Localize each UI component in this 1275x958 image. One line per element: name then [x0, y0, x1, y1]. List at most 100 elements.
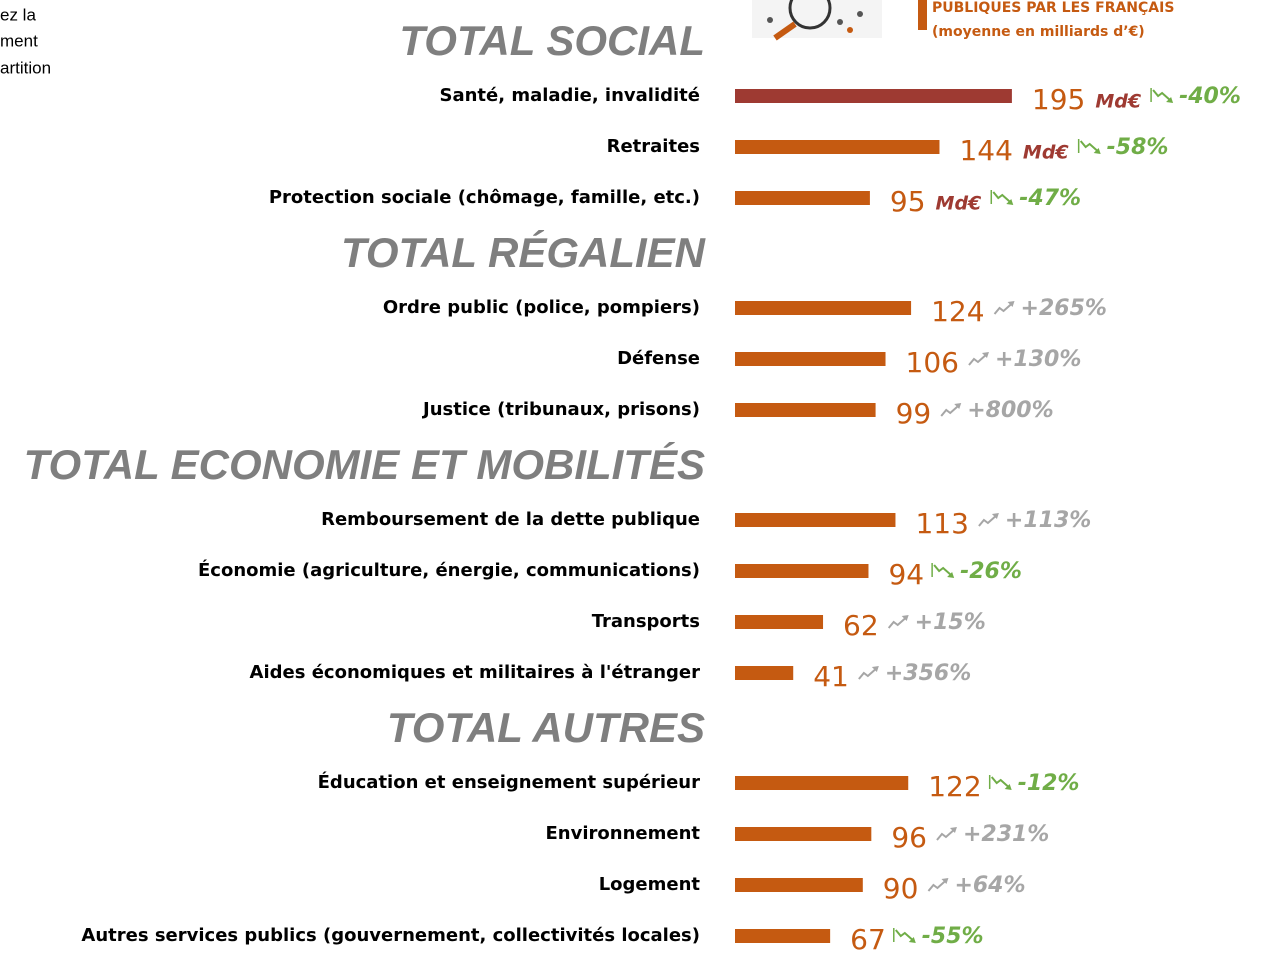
row-label: Retraites: [607, 136, 700, 157]
value-label: 99: [896, 397, 932, 430]
trend-up-icon: [993, 301, 1015, 315]
trend-up-icon: [978, 513, 999, 527]
row-label: Éducation et enseignement supérieur: [318, 771, 700, 793]
trend-line: [1152, 89, 1172, 102]
value-label: 124: [931, 295, 984, 328]
change-label: -40%: [1179, 84, 1241, 109]
legend-swatch: [918, 0, 927, 30]
trend-head: [1007, 301, 1015, 307]
row-label: Justice (tribunaux, prisons): [421, 399, 700, 420]
change-label: +800%: [967, 398, 1053, 423]
legend-text: (moyenne en milliards d’€): [932, 24, 1145, 40]
bar: [735, 301, 912, 315]
trend-line: [992, 191, 1012, 204]
trend-up-icon: [940, 403, 962, 417]
trend-up-icon: [927, 878, 949, 892]
trend-head: [908, 937, 916, 943]
trend-line: [978, 514, 998, 527]
trend-down-icon: [988, 775, 1012, 790]
row-label: Autres services publics (gouvernement, c…: [81, 925, 700, 946]
crowd-icon: [752, 0, 882, 41]
bar: [735, 615, 824, 629]
change-label: +231%: [963, 822, 1049, 847]
bar: [735, 564, 869, 578]
change-label: -47%: [1019, 186, 1081, 211]
trend-head: [981, 352, 989, 358]
trend-line: [933, 564, 953, 577]
row-label: Environnement: [546, 823, 701, 844]
trend-line: [993, 302, 1014, 315]
bar: [735, 191, 870, 205]
trend-head: [954, 403, 962, 409]
trend-line: [1079, 140, 1100, 153]
trend-up-icon: [887, 615, 909, 629]
legend-text: PUBLIQUES PAR LES FRANÇAIS: [932, 0, 1174, 16]
corner-text: ment: [0, 31, 38, 50]
bar: [735, 827, 872, 841]
bar: [735, 89, 1012, 103]
trend-up-icon: [968, 352, 989, 366]
value-label: 90: [883, 872, 919, 905]
row-label: Transports: [592, 611, 700, 632]
value-label: 122: [928, 770, 981, 803]
bar: [735, 140, 940, 154]
value-label: 106: [906, 346, 959, 379]
change-label: -26%: [960, 559, 1022, 584]
trend-line: [858, 667, 878, 680]
bar: [735, 878, 863, 892]
trend-head: [1006, 199, 1014, 205]
trend-line: [936, 828, 956, 841]
trend-down-icon: [931, 563, 955, 578]
change-label: +15%: [915, 610, 986, 635]
bar: [735, 403, 876, 417]
bar: [735, 929, 831, 943]
row-label: Logement: [599, 874, 701, 895]
row-label: Aides économiques et militaires à l'étra…: [250, 662, 701, 683]
row-label: Santé, maladie, invalidité: [440, 85, 701, 106]
unit-label: Md€: [936, 193, 983, 215]
change-label: +265%: [1021, 296, 1107, 321]
row-label: Ordre public (police, pompiers): [383, 297, 700, 318]
trend-head: [941, 878, 949, 884]
trend-up-icon: [936, 827, 957, 841]
value-label: 96: [891, 821, 927, 854]
change-label: +356%: [885, 661, 971, 686]
trend-line: [895, 929, 915, 942]
trend-head: [1166, 97, 1174, 103]
change-label: +64%: [954, 873, 1025, 898]
value-label: 62: [843, 609, 879, 642]
group-title: TOTAL AUTRES: [387, 704, 705, 751]
trend-head: [991, 513, 999, 519]
value-label: 41: [813, 660, 849, 693]
group-title: TOTAL RÉGALIEN: [341, 229, 707, 276]
trend-head: [949, 827, 957, 833]
group-title: TOTAL SOCIAL: [399, 17, 705, 64]
value-label: 195: [1032, 83, 1085, 116]
row-label: Défense: [617, 348, 700, 369]
trend-up-icon: [858, 666, 879, 680]
trend-down-icon: [990, 190, 1014, 205]
bar: [735, 666, 794, 680]
row-label: Remboursement de la dette publique: [321, 509, 700, 530]
trend-head: [1093, 148, 1101, 154]
change-label: +113%: [1005, 508, 1091, 533]
trend-line: [990, 776, 1011, 789]
trend-head: [871, 666, 879, 672]
group-title: TOTAL ECONOMIE ET MOBILITÉS: [24, 441, 705, 488]
trend-head: [901, 615, 909, 621]
trend-down-icon: [1077, 139, 1101, 154]
bar: [735, 776, 909, 790]
trend-line: [887, 616, 908, 629]
trend-head: [1004, 784, 1012, 790]
value-label: 144: [959, 134, 1012, 167]
change-label: -12%: [1018, 771, 1080, 796]
bar: [735, 352, 886, 366]
change-label: +130%: [995, 347, 1081, 372]
corner-text: ez la: [0, 5, 36, 24]
value-label: 94: [888, 558, 924, 591]
trend-down-icon: [1150, 88, 1174, 103]
trend-head: [947, 572, 955, 578]
value-label: 95: [890, 185, 926, 218]
bar: [735, 513, 896, 527]
